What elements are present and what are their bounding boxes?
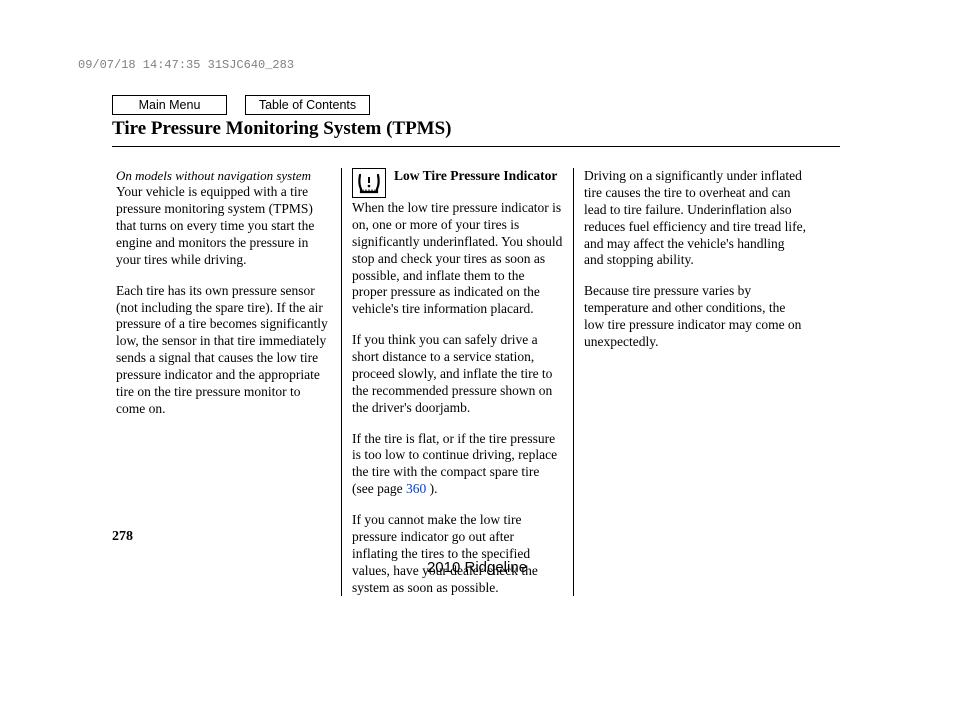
nav-button-row: Main Menu Table of Contents — [112, 95, 370, 115]
body-paragraph: If you think you can safely drive a shor… — [352, 332, 563, 416]
low-tire-pressure-icon — [352, 168, 386, 198]
body-paragraph: If the tire is flat, or if the tire pres… — [352, 431, 563, 499]
page-title: Tire Pressure Monitoring System (TPMS) — [112, 118, 840, 147]
column-3: Driving on a significantly under inflate… — [574, 168, 806, 596]
column-2: Low Tire Pressure Indicator When the low… — [342, 168, 574, 596]
model-note-subhead: On models without navigation system — [116, 168, 331, 184]
page-reference-link[interactable]: 360 — [406, 481, 426, 496]
page-number: 278 — [112, 529, 133, 545]
document-timestamp: 09/07/18 14:47:35 31SJC640_283 — [78, 58, 294, 72]
body-paragraph: Because tire pressure varies by temperat… — [584, 283, 806, 351]
indicator-heading-text: Low Tire Pressure Indicator — [394, 168, 557, 184]
body-paragraph: When the low tire pressure indicator is … — [352, 200, 563, 318]
paragraph-text: If the tire is flat, or if the tire pres… — [352, 431, 557, 497]
footer-model-name: 2010 Ridgeline — [0, 559, 954, 576]
content-columns: On models without navigation system Your… — [112, 168, 840, 596]
body-paragraph: Each tire has its own pressure sensor (n… — [116, 283, 331, 418]
column-1: On models without navigation system Your… — [112, 168, 342, 596]
main-menu-button[interactable]: Main Menu — [112, 95, 227, 115]
body-paragraph: Driving on a significantly under inflate… — [584, 168, 806, 269]
body-paragraph: Your vehicle is equipped with a tire pre… — [116, 184, 331, 268]
body-paragraph: If you cannot make the low tire pressure… — [352, 512, 563, 596]
indicator-heading-row: Low Tire Pressure Indicator — [352, 168, 563, 198]
table-of-contents-button[interactable]: Table of Contents — [245, 95, 370, 115]
paragraph-text: ). — [426, 481, 437, 496]
